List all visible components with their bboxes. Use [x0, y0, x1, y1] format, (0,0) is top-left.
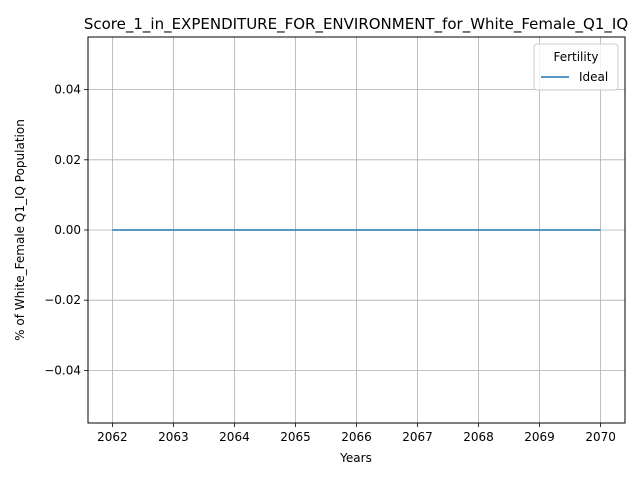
chart-title: Score_1_in_EXPENDITURE_FOR_ENVIRONMENT_f… [84, 15, 628, 34]
y-axis-ticks: −0.04 −0.02 0.00 0.02 0.04 [44, 83, 88, 377]
y-tick-label: 0.04 [54, 83, 81, 97]
y-axis-label: % of White_Female Q1_IQ Population [13, 119, 27, 341]
x-tick-label: 2064 [219, 430, 250, 444]
y-tick-label: 0.00 [54, 223, 81, 237]
x-tick-label: 2063 [158, 430, 189, 444]
x-tick-label: 2065 [280, 430, 311, 444]
y-tick-label: 0.02 [54, 153, 81, 167]
x-tick-label: 2062 [97, 430, 128, 444]
legend-box [533, 43, 619, 91]
legend-label-ideal: Ideal [579, 70, 608, 84]
x-tick-label: 2068 [463, 430, 494, 444]
x-axis-label: Years [339, 451, 372, 465]
x-tick-label: 2070 [585, 430, 616, 444]
x-tick-label: 2067 [402, 430, 433, 444]
legend: Fertility Ideal [533, 43, 619, 91]
y-tick-label: −0.02 [44, 293, 81, 307]
x-tick-label: 2069 [524, 430, 555, 444]
x-axis-ticks: 2062 2063 2064 2065 2066 2067 2068 2069 2070 [97, 423, 616, 444]
x-tick-label: 2066 [341, 430, 372, 444]
legend-title: Fertility [553, 50, 598, 64]
y-tick-label: −0.04 [44, 363, 81, 377]
